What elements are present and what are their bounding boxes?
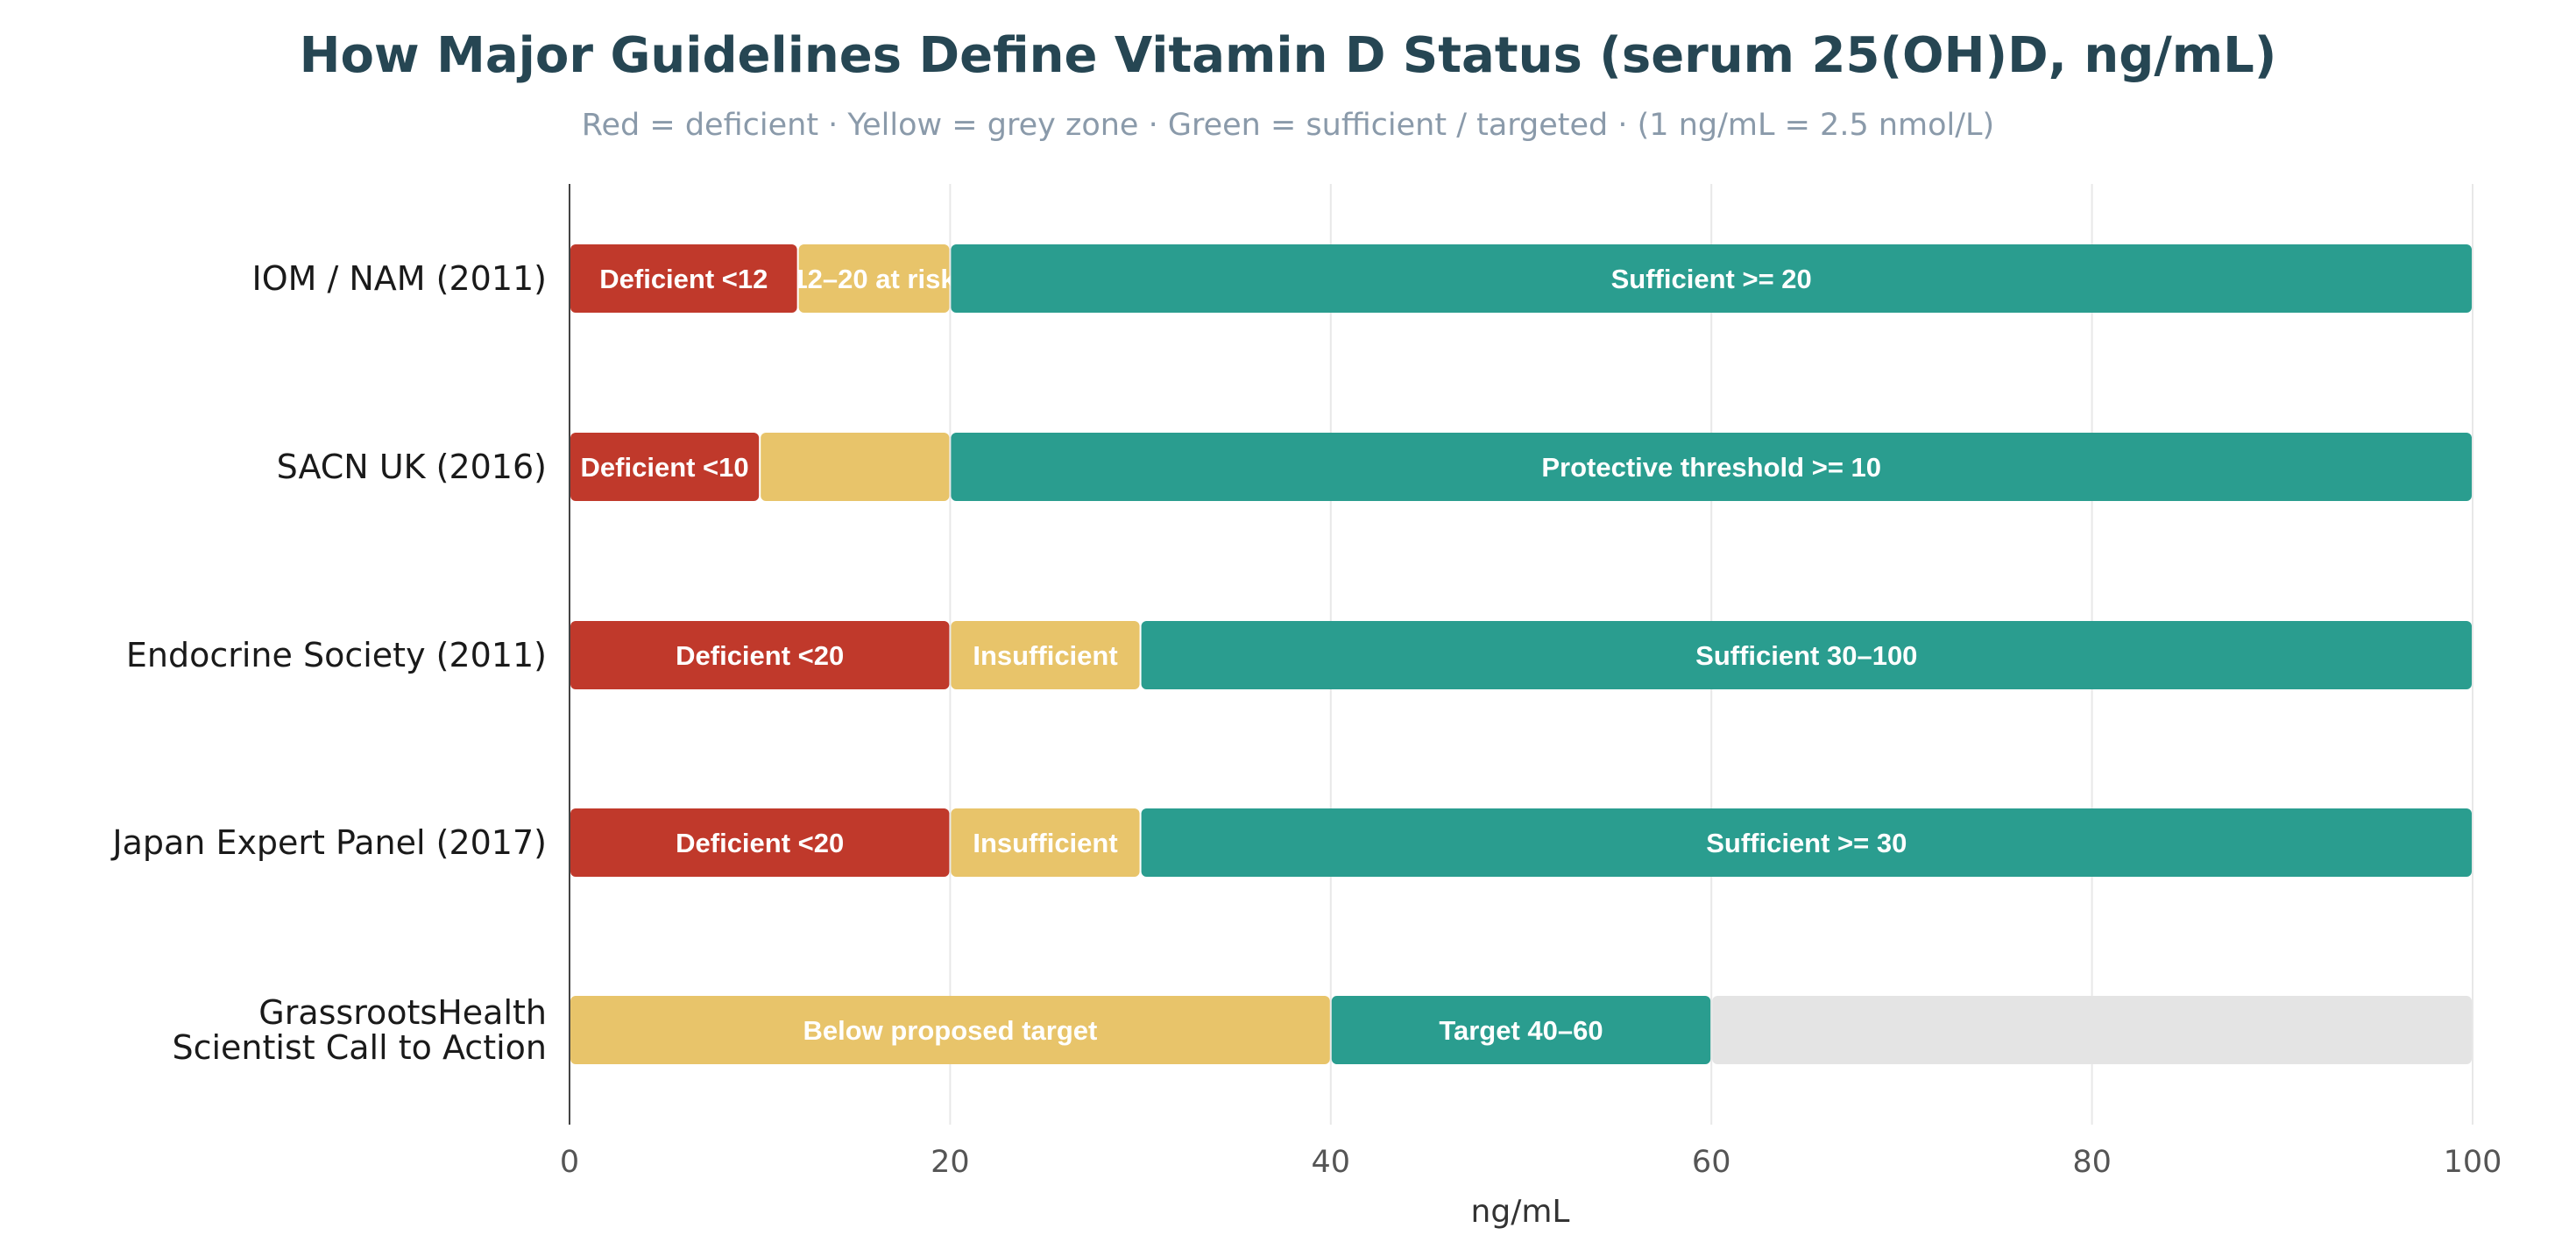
bar-segment-sufficient — [951, 433, 2472, 501]
segment-label: Deficient <20 — [676, 828, 844, 858]
segment-label: Protective threshold >= 10 — [1541, 452, 1881, 483]
category-label: Endocrine Society (2011) — [126, 636, 547, 674]
segment-label: Deficient <12 — [599, 264, 768, 294]
x-tick-labels: 0 20 40 60 80 100 — [560, 1145, 2502, 1180]
bar-segment-grey_zone — [761, 433, 950, 501]
segment-label: Target 40–60 — [1439, 1015, 1603, 1046]
chart-title: How Major Guidelines Define Vitamin D St… — [300, 27, 2277, 84]
bar-segment-deficient — [570, 621, 950, 689]
chart-subtitle: Red = deficient · Yellow = grey zone · G… — [582, 108, 1994, 143]
bar-segment-grey_zone — [951, 621, 1140, 689]
bar-segment-none — [1712, 996, 2472, 1064]
x-tick-label: 0 — [560, 1145, 579, 1180]
category-label: Japan Expert Panel (2017) — [110, 823, 547, 862]
segment-label: Deficient <10 — [581, 452, 749, 483]
segment-label: Sufficient 30–100 — [1695, 640, 1917, 671]
x-axis-label: ng/mL — [1471, 1194, 1570, 1230]
x-tick-label: 80 — [2072, 1145, 2112, 1180]
segment-label: Insufficient — [973, 828, 1117, 858]
bar-segment-grey_zone — [798, 244, 950, 313]
bar-segment-sufficient — [951, 244, 2472, 313]
x-tick-label: 20 — [931, 1145, 970, 1180]
category-label: SACN UK (2016) — [277, 448, 547, 486]
segment-label: Insufficient — [973, 640, 1117, 671]
bar-segment-grey_zone — [570, 996, 1330, 1064]
bars — [570, 244, 2472, 1064]
bar-segment-grey_zone — [951, 808, 1140, 877]
category-label: IOM / NAM (2011) — [251, 259, 547, 298]
segment-label: Below proposed target — [803, 1015, 1097, 1046]
bar-segment-sufficient — [1141, 621, 2472, 689]
x-tick-label: 40 — [1312, 1145, 1351, 1180]
segment-label: Sufficient >= 20 — [1611, 264, 1812, 294]
bar-segment-sufficient — [1141, 808, 2472, 877]
category-labels: IOM / NAM (2011) SACN UK (2016) Endocrine … — [110, 259, 547, 1067]
bar-segment-deficient — [570, 433, 760, 501]
segment-label: 12–20 at risk — [792, 264, 956, 294]
bar-segment-sufficient — [1331, 996, 1711, 1064]
segment-labels: Deficient <12 12–20 at risk Sufficient >= … — [581, 264, 1918, 1046]
segment-label: Sufficient >= 30 — [1706, 828, 1907, 858]
segment-label: Deficient <20 — [676, 640, 844, 671]
x-tick-label: 100 — [2444, 1145, 2502, 1180]
bar-segment-deficient — [570, 244, 797, 313]
category-label: GrassrootsHealth Scientist Call to Action — [172, 993, 547, 1067]
x-tick-label: 60 — [1692, 1145, 1731, 1180]
bar-segment-deficient — [570, 808, 950, 877]
